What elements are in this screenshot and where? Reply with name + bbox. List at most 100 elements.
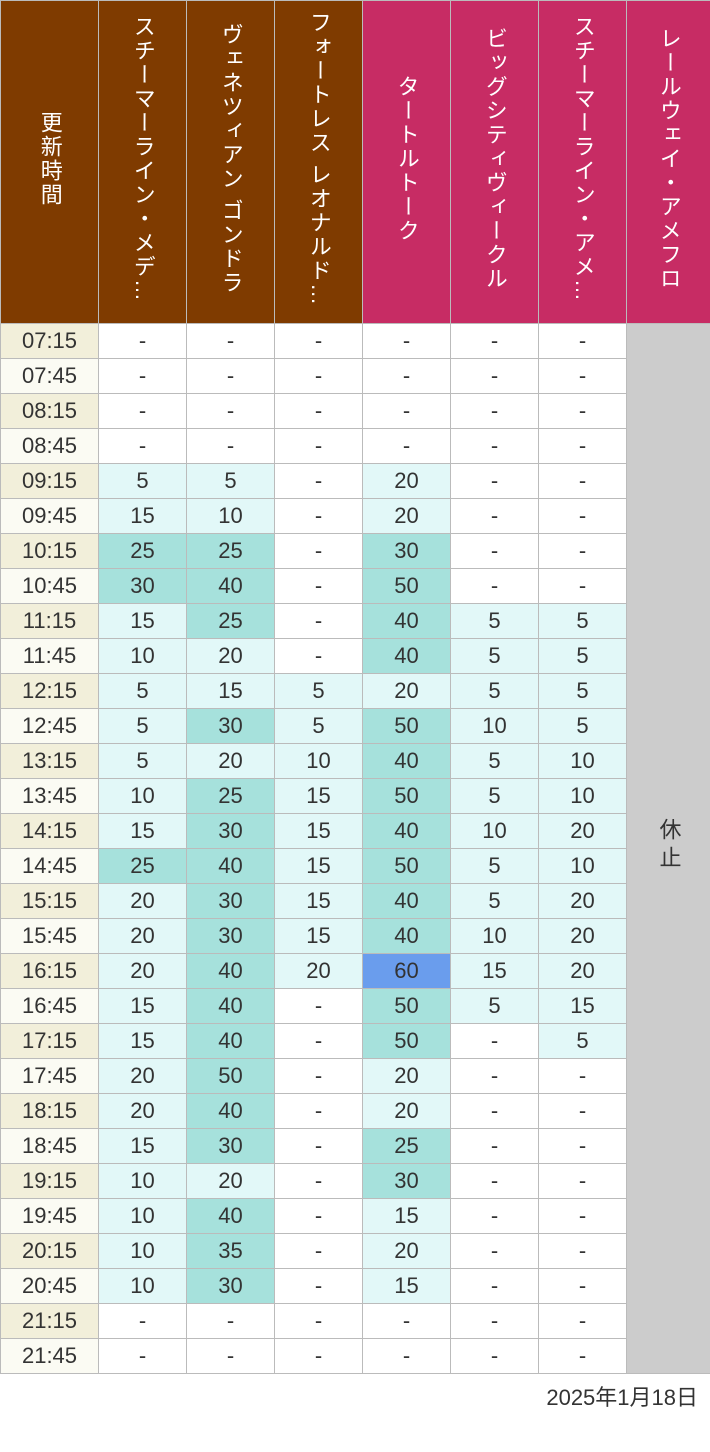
wait-time-cell: -: [451, 1339, 539, 1374]
closed-label: 休止: [653, 818, 685, 874]
table-row: 21:15------: [1, 1304, 710, 1339]
wait-time-cell: -: [275, 1059, 363, 1094]
table-row: 15:1520301540520: [1, 884, 710, 919]
wait-time-cell: 20: [539, 884, 627, 919]
time-cell: 16:15: [1, 954, 99, 989]
wait-time-table-container: 更新時間スチーマーライン・メデ…ヴェネツィアン ゴンドラフォートレス レオナルド…: [0, 0, 710, 1416]
wait-time-cell: -: [275, 394, 363, 429]
wait-time-cell: 15: [99, 1024, 187, 1059]
wait-time-cell: 20: [363, 674, 451, 709]
footer-date: 2025年1月18日: [0, 1374, 710, 1416]
column-header-label: ヴェネツィアン ゴンドラ: [216, 11, 245, 307]
wait-time-cell: 5: [539, 604, 627, 639]
wait-time-cell: 30: [363, 1164, 451, 1199]
wait-time-cell: -: [539, 464, 627, 499]
wait-time-cell: 40: [363, 814, 451, 849]
wait-time-cell: -: [451, 324, 539, 359]
wait-time-cell: 30: [363, 534, 451, 569]
wait-time-cell: -: [451, 1094, 539, 1129]
wait-time-cell: 40: [187, 1199, 275, 1234]
wait-time-cell: -: [99, 1339, 187, 1374]
wait-time-cell: 15: [99, 989, 187, 1024]
time-cell: 18:15: [1, 1094, 99, 1129]
wait-time-cell: 50: [363, 709, 451, 744]
closed-cell: 休止: [627, 324, 710, 1374]
table-row: 14:4525401550510: [1, 849, 710, 884]
wait-time-cell: 25: [99, 849, 187, 884]
column-header-label: レールウェイ・アメフロ: [654, 11, 683, 307]
time-cell: 12:15: [1, 674, 99, 709]
time-cell: 09:15: [1, 464, 99, 499]
wait-time-cell: -: [99, 394, 187, 429]
wait-time-cell: 30: [99, 569, 187, 604]
wait-time-cell: -: [539, 1059, 627, 1094]
wait-time-cell: -: [451, 499, 539, 534]
wait-time-cell: -: [451, 1129, 539, 1164]
wait-time-cell: -: [99, 1304, 187, 1339]
wait-time-cell: 50: [363, 1024, 451, 1059]
table-row: 13:4510251550510: [1, 779, 710, 814]
wait-time-cell: -: [275, 1024, 363, 1059]
wait-time-cell: -: [363, 359, 451, 394]
table-row: 13:155201040510: [1, 744, 710, 779]
wait-time-cell: 10: [99, 1269, 187, 1304]
wait-time-cell: 5: [451, 989, 539, 1024]
wait-time-cell: 30: [187, 1269, 275, 1304]
wait-time-cell: 40: [363, 639, 451, 674]
table-row: 17:151540-50-5: [1, 1024, 710, 1059]
wait-time-cell: -: [451, 394, 539, 429]
wait-time-cell: -: [275, 324, 363, 359]
table-row: 18:152040-20--: [1, 1094, 710, 1129]
time-cell: 21:45: [1, 1339, 99, 1374]
wait-time-cell: 5: [539, 709, 627, 744]
wait-time-cell: 5: [451, 639, 539, 674]
wait-time-cell: -: [275, 1199, 363, 1234]
wait-time-cell: 20: [539, 814, 627, 849]
table-row: 21:45------: [1, 1339, 710, 1374]
wait-time-cell: -: [363, 429, 451, 464]
wait-time-cell: 50: [363, 779, 451, 814]
wait-time-cell: 5: [99, 674, 187, 709]
time-cell: 21:15: [1, 1304, 99, 1339]
wait-time-cell: 5: [99, 744, 187, 779]
wait-time-cell: 15: [363, 1269, 451, 1304]
wait-time-cell: -: [451, 1164, 539, 1199]
wait-time-cell: -: [275, 1164, 363, 1199]
wait-time-cell: 15: [539, 989, 627, 1024]
time-cell: 20:45: [1, 1269, 99, 1304]
wait-time-cell: -: [275, 569, 363, 604]
wait-time-cell: -: [275, 1339, 363, 1374]
wait-time-cell: -: [187, 1304, 275, 1339]
wait-time-cell: -: [539, 394, 627, 429]
wait-time-cell: -: [187, 324, 275, 359]
table-row: 18:451530-25--: [1, 1129, 710, 1164]
wait-time-cell: 5: [451, 779, 539, 814]
wait-time-cell: -: [539, 1094, 627, 1129]
wait-time-cell: 25: [187, 779, 275, 814]
table-row: 16:451540-50515: [1, 989, 710, 1024]
wait-time-cell: 15: [275, 884, 363, 919]
wait-time-cell: -: [451, 1234, 539, 1269]
wait-time-cell: 35: [187, 1234, 275, 1269]
wait-time-cell: -: [275, 1304, 363, 1339]
wait-time-cell: 15: [275, 814, 363, 849]
time-cell: 17:15: [1, 1024, 99, 1059]
time-cell: 13:45: [1, 779, 99, 814]
wait-time-cell: 5: [451, 744, 539, 779]
wait-time-cell: 10: [451, 709, 539, 744]
wait-time-cell: -: [187, 359, 275, 394]
wait-time-cell: 20: [363, 1234, 451, 1269]
wait-time-cell: 50: [363, 569, 451, 604]
column-header-c3: フォートレス レオナルド…: [275, 1, 363, 324]
table-row: 09:1555-20--: [1, 464, 710, 499]
wait-time-cell: -: [363, 324, 451, 359]
column-header-c1: スチーマーライン・メデ…: [99, 1, 187, 324]
wait-time-cell: 20: [99, 1094, 187, 1129]
wait-time-cell: 5: [187, 464, 275, 499]
wait-time-cell: -: [275, 1234, 363, 1269]
wait-time-cell: -: [275, 1269, 363, 1304]
wait-time-cell: 15: [275, 849, 363, 884]
wait-time-cell: 10: [187, 499, 275, 534]
wait-time-cell: -: [275, 499, 363, 534]
time-cell: 16:45: [1, 989, 99, 1024]
